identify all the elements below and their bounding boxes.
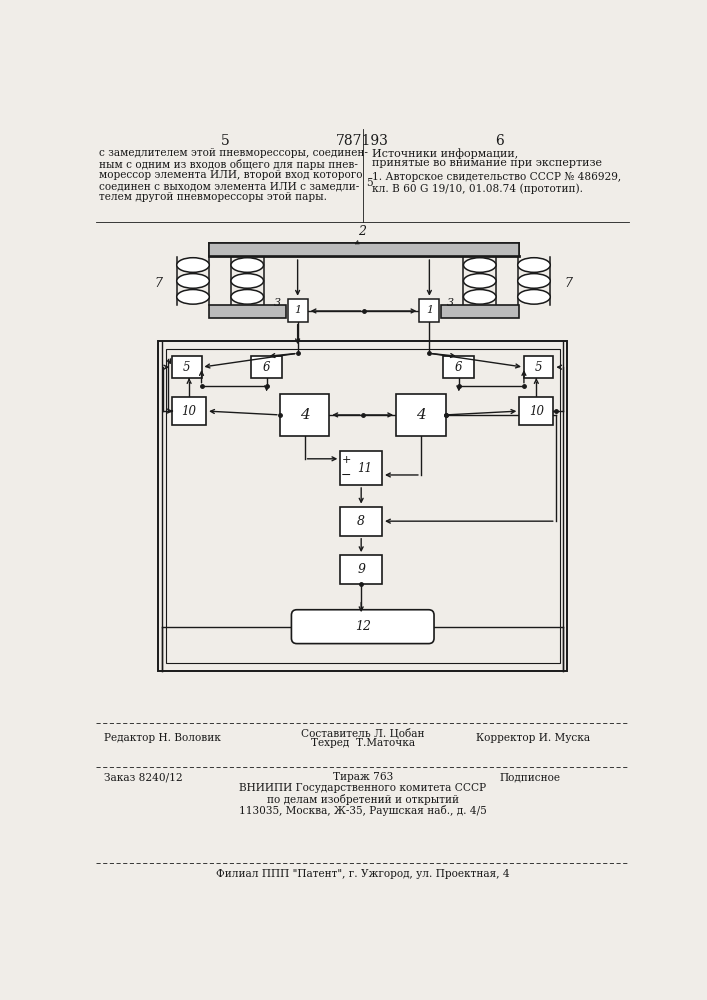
Text: 6: 6 — [455, 361, 462, 374]
Ellipse shape — [231, 274, 264, 288]
Text: кл. В 60 G 19/10, 01.08.74 (прототип).: кл. В 60 G 19/10, 01.08.74 (прототип). — [372, 183, 583, 194]
Ellipse shape — [464, 274, 496, 288]
Bar — [441, 305, 518, 318]
Text: 7: 7 — [155, 277, 163, 290]
Bar — [158, 341, 567, 671]
Ellipse shape — [177, 258, 209, 272]
Ellipse shape — [518, 274, 550, 288]
Bar — [419, 299, 440, 322]
Text: 4: 4 — [300, 408, 310, 422]
Text: Заказ 8240/12: Заказ 8240/12 — [104, 772, 182, 782]
Text: по делам изобретений и открытий: по делам изобретений и открытий — [267, 794, 459, 805]
Text: +: + — [341, 455, 351, 465]
Ellipse shape — [518, 258, 550, 272]
Bar — [209, 243, 518, 256]
Bar — [209, 243, 518, 256]
Text: 6: 6 — [495, 134, 503, 148]
Text: 1. Авторское свидетельство СССР № 486929,: 1. Авторское свидетельство СССР № 486929… — [372, 172, 621, 182]
Bar — [172, 397, 206, 425]
Text: 787193: 787193 — [337, 134, 389, 148]
Bar — [340, 451, 382, 485]
Bar — [280, 394, 329, 436]
Ellipse shape — [177, 290, 209, 304]
Text: 10: 10 — [182, 405, 197, 418]
Bar — [443, 356, 474, 378]
Bar — [396, 394, 445, 436]
Text: ВНИИПИ Государственного комитета СССР: ВНИИПИ Государственного комитета СССР — [239, 783, 486, 793]
Bar — [288, 299, 308, 322]
Text: 3: 3 — [446, 298, 454, 308]
Text: принятые во внимание при экспертизе: принятые во внимание при экспертизе — [372, 158, 602, 168]
Text: Составитель Л. Цобан: Составитель Л. Цобан — [301, 728, 424, 739]
Text: Подписное: Подписное — [499, 772, 560, 782]
Bar — [209, 305, 286, 318]
Text: 1: 1 — [294, 305, 301, 315]
Bar — [172, 356, 201, 378]
Ellipse shape — [464, 258, 496, 272]
Bar — [209, 305, 286, 318]
Ellipse shape — [231, 290, 264, 304]
Text: Корректор И. Муска: Корректор И. Муска — [476, 733, 590, 743]
Text: 11: 11 — [357, 462, 372, 475]
Bar — [251, 356, 282, 378]
Ellipse shape — [464, 290, 496, 304]
Text: Редактор Н. Воловик: Редактор Н. Воловик — [104, 733, 221, 743]
Ellipse shape — [177, 274, 209, 288]
Text: 9: 9 — [357, 563, 366, 576]
Text: 5: 5 — [183, 361, 191, 374]
Bar — [519, 397, 554, 425]
Text: 4: 4 — [416, 408, 426, 422]
Text: с замедлителем этой пневморессоры, соединен-: с замедлителем этой пневморессоры, соеди… — [99, 148, 368, 158]
Text: 10: 10 — [529, 405, 544, 418]
Ellipse shape — [231, 258, 264, 272]
Text: Филиал ППП "Патент", г. Ужгород, ул. Проектная, 4: Филиал ППП "Патент", г. Ужгород, ул. Про… — [216, 869, 510, 879]
Bar — [524, 356, 554, 378]
Text: 5: 5 — [366, 178, 373, 188]
Bar — [441, 305, 518, 318]
Text: морессор элемента ИЛИ, второй вход которого: морессор элемента ИЛИ, второй вход котор… — [99, 170, 363, 180]
Text: соединен с выходом элемента ИЛИ с замедли-: соединен с выходом элемента ИЛИ с замедл… — [99, 181, 359, 191]
Text: Источники информации,: Источники информации, — [372, 148, 518, 159]
Text: 8: 8 — [357, 515, 366, 528]
Bar — [340, 555, 382, 584]
Ellipse shape — [518, 290, 550, 304]
FancyBboxPatch shape — [291, 610, 434, 644]
Text: Тираж 763: Тираж 763 — [332, 772, 393, 782]
Text: 1: 1 — [426, 305, 433, 315]
Text: ным с одним из входов общего для пары пнев-: ным с одним из входов общего для пары пн… — [99, 159, 358, 170]
Text: 113035, Москва, Ж-35, Раушская наб., д. 4/5: 113035, Москва, Ж-35, Раушская наб., д. … — [239, 805, 486, 816]
Text: телем другой пневморессоры этой пары.: телем другой пневморессоры этой пары. — [99, 192, 327, 202]
Text: 12: 12 — [355, 620, 370, 633]
Bar — [166, 349, 559, 663]
Text: 3: 3 — [274, 298, 281, 308]
Text: 2: 2 — [358, 225, 366, 238]
Text: 6: 6 — [263, 361, 270, 374]
Text: Техред  Т.Маточка: Техред Т.Маточка — [310, 738, 415, 748]
Text: 5: 5 — [535, 361, 542, 374]
Text: −: − — [341, 468, 351, 481]
Bar — [340, 507, 382, 536]
Text: 5: 5 — [221, 134, 230, 148]
Text: 7: 7 — [564, 277, 572, 290]
